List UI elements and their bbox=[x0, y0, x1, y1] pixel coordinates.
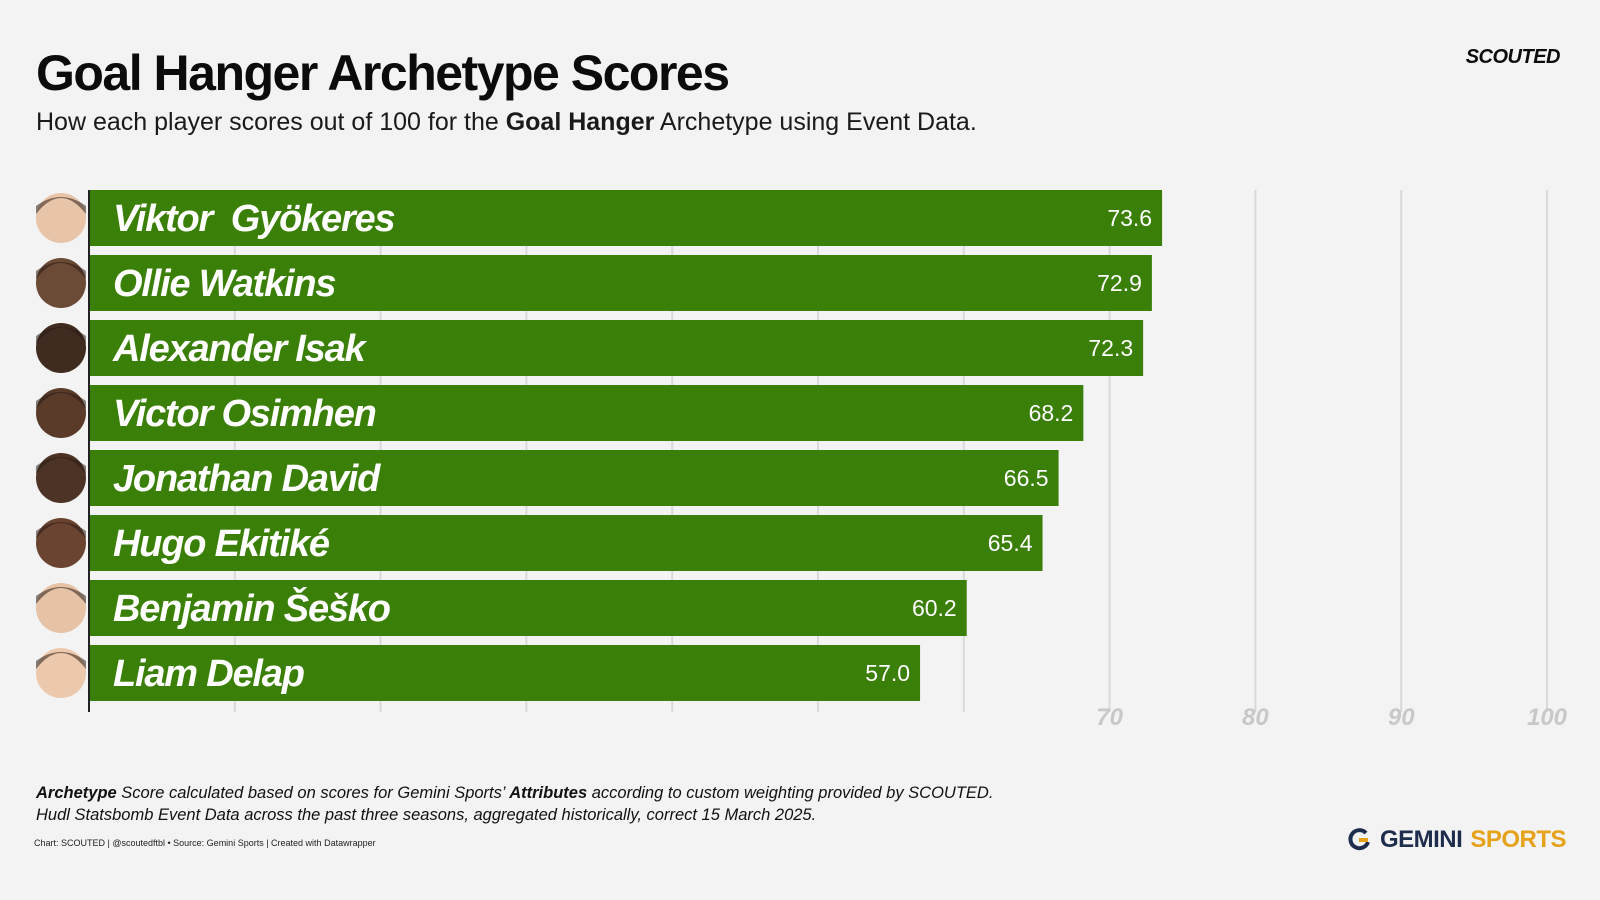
player-avatar-hair bbox=[36, 457, 86, 474]
bar-player-name: Liam Delap bbox=[113, 653, 304, 695]
player-avatar bbox=[36, 388, 86, 438]
player-avatar bbox=[36, 453, 86, 503]
bar-player-name: Hugo Ekitiké bbox=[113, 523, 330, 565]
player-avatar-hair bbox=[36, 392, 86, 409]
note-line-2: Hudl Statsbomb Event Data across the pas… bbox=[36, 806, 817, 824]
player-avatar bbox=[36, 323, 86, 373]
x-axis-ticks: 70 80 90 100 bbox=[1096, 704, 1567, 731]
chart-title: Goal Hanger Archetype Scores bbox=[36, 45, 730, 101]
bar bbox=[89, 385, 1084, 441]
subtitle-text-pre: How each player scores out of 100 for th… bbox=[36, 108, 506, 136]
x-tick-label: 100 bbox=[1527, 704, 1568, 731]
bar-row: Benjamin Šeško 60.2 bbox=[36, 580, 967, 636]
brand-logo: SCOUTED bbox=[1465, 46, 1561, 68]
player-avatar-hair bbox=[36, 327, 86, 344]
note-line-1: Archetype Score calculated based on scor… bbox=[36, 782, 993, 804]
bar-row: Victor Osimhen 68.2 bbox=[36, 385, 1084, 441]
bar-value-label: 73.6 bbox=[1107, 205, 1152, 231]
bar-value-label: 72.3 bbox=[1088, 335, 1133, 361]
note-attributes: Attributes bbox=[509, 784, 588, 802]
bar-value-label: 65.4 bbox=[988, 530, 1033, 556]
partner-name-2: SPORTS bbox=[1470, 826, 1566, 853]
player-avatar-hair bbox=[36, 197, 86, 214]
note-archetype: Archetype bbox=[36, 784, 117, 802]
bar-row: Alexander Isak 72.3 bbox=[36, 320, 1144, 376]
bar-player-name: Ollie Watkins bbox=[113, 263, 335, 305]
bar bbox=[89, 645, 921, 701]
bar-row: Ollie Watkins 72.9 bbox=[36, 255, 1152, 311]
player-avatar-hair bbox=[36, 262, 86, 279]
gemini-logo-icon bbox=[1348, 828, 1370, 851]
bar bbox=[89, 580, 967, 636]
bar bbox=[89, 450, 1059, 506]
bar bbox=[89, 190, 1163, 246]
bar-value-label: 60.2 bbox=[912, 595, 957, 621]
bar-value-label: 66.5 bbox=[1004, 465, 1049, 491]
note-text-2: according to custom weighting provided b… bbox=[587, 784, 994, 802]
bar-row: Hugo Ekitiké 65.4 bbox=[36, 515, 1043, 571]
bars: Viktor Gyökeres 73.6 Ollie Watkins 72.9 Alex… bbox=[36, 190, 1163, 701]
bar-row: Jonathan David 66.5 bbox=[36, 450, 1059, 506]
bar bbox=[89, 255, 1152, 311]
subtitle-archetype: Goal Hanger bbox=[505, 108, 655, 136]
x-tick-label: 70 bbox=[1096, 704, 1123, 731]
bar-chart: Viktor Gyökeres 73.6 Ollie Watkins 72.9 Alex… bbox=[36, 190, 1568, 731]
bar-player-name: Alexander Isak bbox=[112, 328, 368, 370]
bar-row: Viktor Gyökeres 73.6 bbox=[36, 190, 1163, 246]
bar-player-name: Benjamin Šeško bbox=[113, 585, 390, 630]
gemini-sports-logo: GEMINI SPORTS bbox=[1346, 826, 1566, 854]
methodology-note: Archetype Score calculated based on scor… bbox=[36, 782, 993, 826]
bar-player-name: Victor Osimhen bbox=[113, 393, 376, 435]
player-avatar bbox=[36, 193, 86, 243]
chart-subtitle: How each player scores out of 100 for th… bbox=[36, 108, 977, 137]
player-avatar bbox=[36, 518, 86, 568]
bar-player-name: Jonathan David bbox=[113, 458, 381, 500]
player-avatar-hair bbox=[36, 587, 86, 604]
x-tick-label: 80 bbox=[1242, 704, 1269, 731]
bar-row: Liam Delap 57.0 bbox=[36, 645, 921, 701]
x-tick-label: 90 bbox=[1388, 704, 1415, 731]
subtitle-text-post: Archetype using Event Data. bbox=[654, 108, 977, 136]
bar-value-label: 68.2 bbox=[1029, 400, 1074, 426]
note-text-1: Score calculated based on scores for Gem… bbox=[116, 784, 510, 802]
player-avatar bbox=[36, 258, 86, 308]
bar-value-label: 57.0 bbox=[865, 660, 910, 686]
player-avatar bbox=[36, 583, 86, 633]
bar bbox=[89, 320, 1144, 376]
player-avatar-hair bbox=[36, 652, 86, 669]
bar-value-label: 72.9 bbox=[1097, 270, 1142, 296]
chart-credit: Chart: SCOUTED | @scoutedftbl • Source: … bbox=[34, 838, 376, 848]
partner-name-1: GEMINI bbox=[1379, 826, 1463, 853]
bar bbox=[89, 515, 1043, 571]
bar-player-name: Viktor Gyökeres bbox=[113, 198, 394, 240]
player-avatar-hair bbox=[36, 522, 86, 539]
player-avatar bbox=[36, 648, 86, 698]
